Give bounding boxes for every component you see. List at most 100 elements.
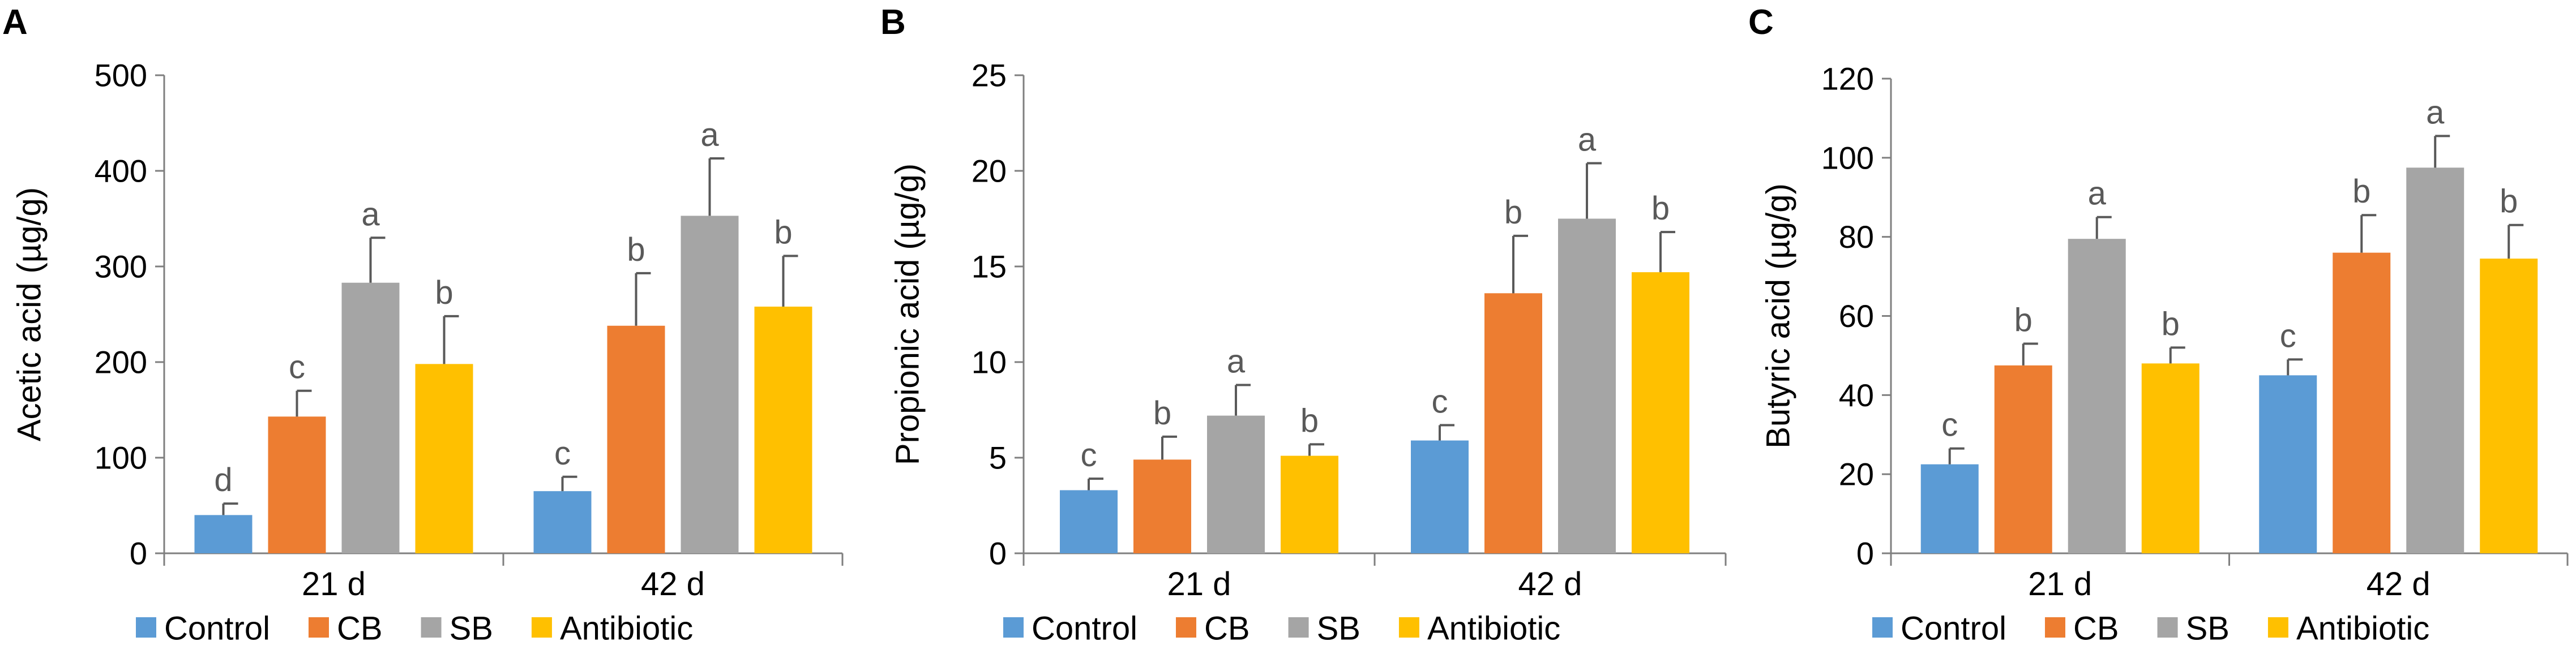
y-tick-label: 300: [95, 249, 147, 285]
panel-b: B Propionic acid (µg/g) 0 5 10 15 20 25 21 d c b a b…: [880, 3, 1727, 647]
y-axis-label: Acetic acid (µg/g): [11, 187, 48, 441]
x-tick-label: 42 d: [2367, 566, 2430, 603]
panel-a: A Acetic acid (µg/g) 0 100 200 300 400 500 21 d d…: [2, 3, 844, 647]
y-tick-label: 0: [989, 536, 1007, 571]
y-tick-label: 400: [95, 153, 147, 189]
y-tick-label: 80: [1839, 219, 1874, 255]
legend-label: CB: [2073, 610, 2119, 647]
x-tick-label: 21 d: [2028, 566, 2092, 603]
significance-letter: c: [2280, 317, 2296, 354]
legend-label: SB: [450, 610, 493, 647]
y-tick-label: 120: [1821, 61, 1874, 97]
bar-cb: [1484, 293, 1542, 553]
significance-letter: b: [2162, 306, 2180, 342]
x-tick-label: 21 d: [302, 566, 366, 603]
y-tick-label: 100: [95, 440, 147, 476]
panel-label: C: [1748, 3, 1774, 42]
bar-antibiotic: [415, 364, 473, 553]
significance-letter: b: [627, 231, 645, 268]
bar-cb: [2333, 252, 2391, 554]
bar-sb: [341, 282, 400, 553]
bar-cb: [607, 325, 665, 553]
legend-swatch-control: [1003, 617, 1024, 638]
x-tick-label: 42 d: [1518, 566, 1582, 603]
significance-letter: c: [1432, 384, 1448, 420]
legend-swatch-control: [1872, 617, 1893, 638]
significance-letter: a: [1227, 343, 1246, 380]
bar-control: [533, 491, 592, 553]
y-tick-label: 40: [1839, 377, 1874, 413]
legend-swatch-control: [136, 617, 156, 638]
y-tick-label: 60: [1839, 298, 1874, 334]
bar-control: [2259, 375, 2317, 553]
y-axis-label: Butyric acid (µg/g): [1760, 183, 1797, 449]
bar-antibiotic: [2141, 363, 2200, 553]
significance-letter: b: [435, 274, 453, 311]
y-tick-label: 500: [95, 58, 147, 93]
y-axis-label: Propionic acid (µg/g): [889, 164, 926, 465]
y-tick-label: 100: [1821, 140, 1874, 175]
significance-letter: d: [214, 462, 232, 498]
legend-swatch-antibiotic: [1398, 617, 1419, 638]
y-tick-label: 10: [972, 345, 1007, 380]
y-tick-label: 15: [972, 249, 1007, 285]
legend-swatch-antibiotic: [2267, 617, 2288, 638]
legend-swatch-sb: [2157, 617, 2178, 638]
bar-control: [194, 515, 253, 553]
significance-letter: a: [2426, 94, 2445, 131]
legend-label: SB: [1317, 610, 1360, 647]
bar-cb: [1133, 459, 1191, 553]
significance-letter: b: [774, 214, 792, 251]
y-tick-label: 20: [1839, 457, 1874, 492]
bar-sb: [2068, 239, 2126, 554]
legend-swatch-cb: [1175, 617, 1196, 638]
legend-label: Control: [164, 610, 270, 647]
bar-antibiotic: [1281, 455, 1338, 553]
y-tick-label: 5: [989, 440, 1007, 476]
legend: Control CB SB Antibiotic: [1003, 610, 1560, 647]
legend-label: CB: [1204, 610, 1250, 647]
bar-sb: [2406, 167, 2464, 553]
significance-letter: b: [2014, 302, 2032, 338]
legend-label: Antibiotic: [2296, 610, 2429, 647]
bar-control: [1060, 490, 1118, 553]
legend-label: CB: [337, 610, 383, 647]
legend-swatch-antibiotic: [531, 617, 552, 638]
panel-label: A: [2, 3, 28, 42]
y-tick-label: 200: [95, 345, 147, 380]
significance-letter: b: [2500, 183, 2518, 220]
y-tick-label: 0: [130, 536, 147, 571]
legend-swatch-sb: [421, 617, 442, 638]
legend: Control CB SB Antibiotic: [136, 610, 693, 647]
significance-letter: b: [1153, 395, 1171, 432]
legend-label: Antibiotic: [1427, 610, 1560, 647]
significance-letter: a: [361, 196, 380, 233]
significance-letter: b: [1300, 402, 1319, 439]
y-tick-label: 20: [972, 153, 1007, 189]
legend-label: Control: [1032, 610, 1137, 647]
bar-sb: [1558, 218, 1616, 553]
legend-label: Control: [1901, 610, 2006, 647]
bar-sb: [681, 216, 739, 553]
significance-letter: b: [1504, 194, 1522, 231]
significance-letter: c: [554, 435, 571, 472]
bar-cb: [1994, 365, 2052, 553]
legend-label: Antibiotic: [560, 610, 693, 647]
legend-swatch-cb: [308, 617, 329, 638]
bar-antibiotic: [2480, 259, 2538, 553]
legend-label: SB: [2186, 610, 2230, 647]
bar-sb: [1207, 415, 1265, 553]
bar-control: [1920, 464, 1979, 553]
x-tick-label: 21 d: [1167, 566, 1231, 603]
significance-letter: c: [1941, 407, 1958, 444]
significance-letter: b: [1651, 190, 1670, 227]
significance-letter: c: [1081, 437, 1097, 474]
panel-label: B: [880, 3, 906, 42]
legend: Control CB SB Antibiotic: [1872, 610, 2429, 647]
panel-c: C Butyric acid (µg/g) 0 20 40 60 80 100 120 21 d c…: [1748, 3, 2569, 647]
bar-control: [1411, 440, 1469, 553]
bar-antibiotic: [754, 306, 812, 553]
significance-letter: a: [700, 117, 719, 153]
x-tick-label: 42 d: [641, 566, 705, 603]
